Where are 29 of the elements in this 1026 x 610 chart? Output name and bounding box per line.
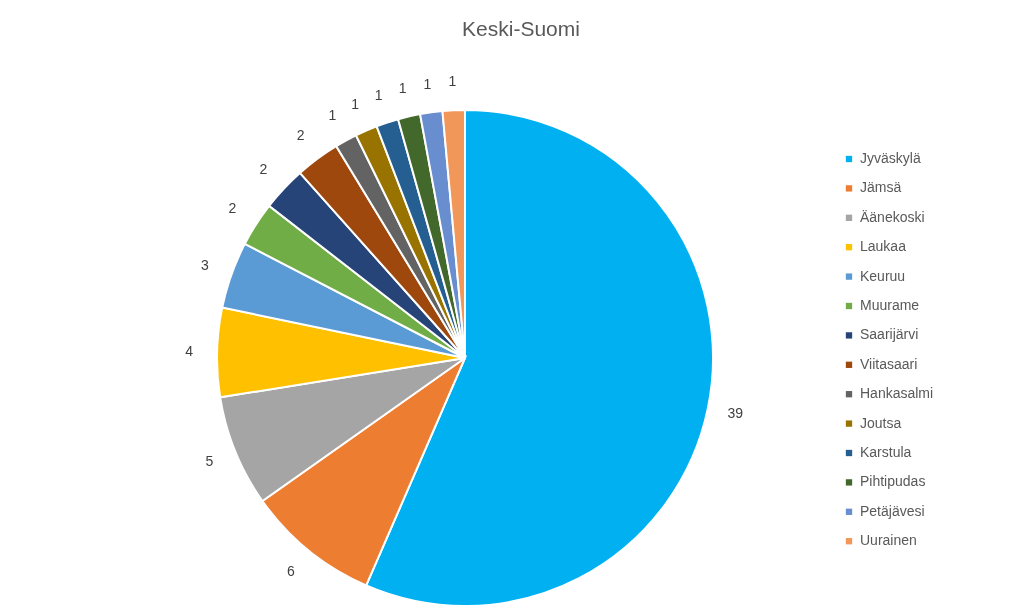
- data-label: 1: [423, 75, 432, 92]
- chart-title: Keski-Suomi: [462, 17, 580, 40]
- data-label: 4: [185, 342, 194, 359]
- data-label: 2: [259, 160, 268, 177]
- data-label: 1: [374, 86, 383, 103]
- data-label: 3: [201, 256, 210, 273]
- legend-label: Pihtipudas: [860, 473, 926, 490]
- data-label: 39: [727, 405, 744, 422]
- legend-label: Jämsä: [860, 179, 902, 196]
- legend-label: Laukaa: [860, 238, 907, 255]
- legend-label: Viitasaari: [860, 355, 918, 372]
- legend-label: Joutsa: [860, 414, 902, 431]
- data-label: 5: [205, 453, 214, 470]
- data-label: 1: [351, 95, 360, 112]
- legend-label: Petäjävesi: [860, 502, 925, 519]
- legend-label: Uurainen: [860, 532, 917, 549]
- data-label: 6: [286, 563, 295, 580]
- legend-label: Karstula: [860, 444, 912, 460]
- legend-label: Hankasalmi: [860, 385, 934, 402]
- data-label: 1: [398, 80, 407, 97]
- legend-label: Muurame: [860, 297, 920, 313]
- legend-label: Jyväskylä: [860, 150, 921, 166]
- legend-label: Saarijärvi: [860, 326, 919, 343]
- data-label: 2: [296, 127, 305, 144]
- legend-label: Keuruu: [860, 267, 906, 284]
- legend-label: Äänekoski: [860, 208, 925, 225]
- data-label: 2: [228, 200, 237, 217]
- data-label: 1: [448, 73, 457, 90]
- data-label: 1: [328, 106, 337, 123]
